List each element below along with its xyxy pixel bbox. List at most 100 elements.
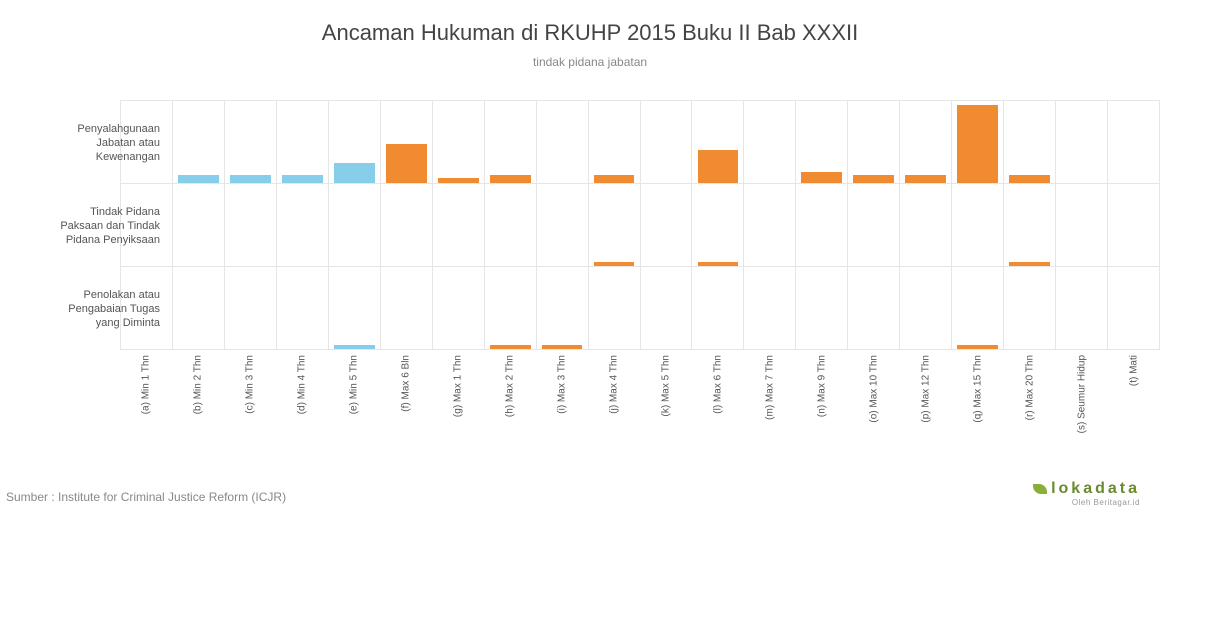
grid-cell: [900, 184, 952, 266]
grid-cell: [952, 101, 1004, 183]
grid-cell: [381, 101, 433, 183]
bar: [542, 345, 583, 349]
grid-cell: [796, 184, 848, 266]
bar: [698, 262, 739, 266]
x-tick-label: (c) Min 3 Thn: [224, 350, 276, 440]
bar: [334, 163, 375, 184]
grid-cell: [225, 267, 277, 349]
grid-cell: [952, 267, 1004, 349]
grid-cell: [537, 267, 589, 349]
grid-cell: [900, 267, 952, 349]
grid-cell: [1004, 101, 1056, 183]
grid-cell: [1004, 184, 1056, 266]
chart-title: Ancaman Hukuman di RKUHP 2015 Buku II Ba…: [0, 20, 1180, 46]
bar: [957, 105, 998, 183]
grid-cell: [1004, 267, 1056, 349]
grid-cell: [848, 267, 900, 349]
grid-cell: [225, 184, 277, 266]
bar: [801, 172, 842, 183]
grid-cell: [329, 267, 381, 349]
bar: [594, 175, 635, 183]
grid-cell: [537, 184, 589, 266]
grid-cell: [796, 101, 848, 183]
bar: [594, 262, 635, 266]
grid-cell: [329, 101, 381, 183]
grid-cell: [692, 184, 744, 266]
grid-cell: [173, 267, 225, 349]
grid-cell: [1108, 184, 1160, 266]
grid-cell: [692, 101, 744, 183]
x-tick-label: (i) Max 3 Thn: [536, 350, 588, 440]
x-tick-label: (n) Max 9 Thn: [796, 350, 848, 440]
grid-cell: [485, 267, 537, 349]
grid-cell: [277, 101, 329, 183]
grid-cell: [848, 184, 900, 266]
y-tick-label: Penyalahgunaan Jabatan atau Kewenangan: [50, 122, 160, 164]
bar: [1009, 175, 1050, 183]
logo-brand: lokadata: [1033, 480, 1140, 498]
grid-cell: [589, 184, 641, 266]
bar-group: [120, 101, 1160, 183]
chart-subtitle: tindak pidana jabatan: [0, 55, 1180, 69]
bar-group: [120, 184, 1160, 266]
x-tick-label: (d) Min 4 Thn: [276, 350, 328, 440]
x-tick-label: (l) Max 6 Thn: [692, 350, 744, 440]
chart-container: Ancaman Hukuman di RKUHP 2015 Buku II Ba…: [0, 0, 1210, 628]
grid-cell: [485, 184, 537, 266]
x-tick-label: (t) Mati: [1108, 350, 1160, 440]
grid-cell: [277, 267, 329, 349]
chart-row: [120, 184, 1160, 267]
bar: [1009, 262, 1050, 266]
grid-cell: [381, 184, 433, 266]
grid-cell: [641, 101, 693, 183]
bar: [386, 144, 427, 183]
grid-cell: [848, 101, 900, 183]
grid-cell: [1056, 184, 1108, 266]
grid-cell: [277, 184, 329, 266]
grid-cell: [589, 101, 641, 183]
bar: [957, 345, 998, 349]
bar: [438, 178, 479, 183]
bar: [334, 345, 375, 349]
grid-cell: [952, 184, 1004, 266]
leaf-icon: [1033, 484, 1047, 494]
grid-cell: [900, 101, 952, 183]
grid-cell: [1108, 267, 1160, 349]
x-tick-label: (e) Min 5 Thn: [328, 350, 380, 440]
x-tick-label: (p) Max 12 Thn: [900, 350, 952, 440]
grid-cell: [381, 267, 433, 349]
grid-cell: [796, 267, 848, 349]
plot-area: [120, 100, 1160, 351]
bar: [282, 175, 323, 183]
logo: lokadata Oleh Beritagar.id: [1033, 480, 1140, 507]
x-tick-label: (s) Seumur Hidup: [1056, 350, 1108, 440]
x-tick-label: (r) Max 20 Thn: [1004, 350, 1056, 440]
grid-cell: [744, 101, 796, 183]
grid-cell: [537, 101, 589, 183]
y-tick-label: Penolakan atau Pengabaian Tugas yang Dim…: [50, 288, 160, 330]
grid-cell: [433, 101, 485, 183]
bar: [490, 345, 531, 349]
grid-cell: [1056, 267, 1108, 349]
grid-cell: [173, 184, 225, 266]
grid-cell: [641, 184, 693, 266]
grid-cell: [225, 101, 277, 183]
grid-cell: [744, 267, 796, 349]
logo-brand-text: lokadata: [1051, 480, 1140, 497]
grid-cell: [433, 267, 485, 349]
x-tick-label: (b) Min 2 Thn: [172, 350, 224, 440]
grid-cell: [1056, 101, 1108, 183]
y-tick-label: Tindak Pidana Paksaan dan Tindak Pidana …: [50, 205, 160, 247]
grid-cell: [485, 101, 537, 183]
grid-cell: [641, 267, 693, 349]
grid-cell: [589, 267, 641, 349]
bar: [230, 175, 271, 183]
logo-subtext: Oleh Beritagar.id: [1033, 498, 1140, 507]
bar: [905, 175, 946, 183]
x-tick-label: (k) Max 5 Thn: [640, 350, 692, 440]
bar: [698, 150, 739, 183]
grid-cell: [744, 184, 796, 266]
bar: [178, 175, 219, 183]
x-axis-labels: (a) Min 1 Thn(b) Min 2 Thn(c) Min 3 Thn(…: [120, 350, 1160, 440]
grid-cell: [1108, 101, 1160, 183]
